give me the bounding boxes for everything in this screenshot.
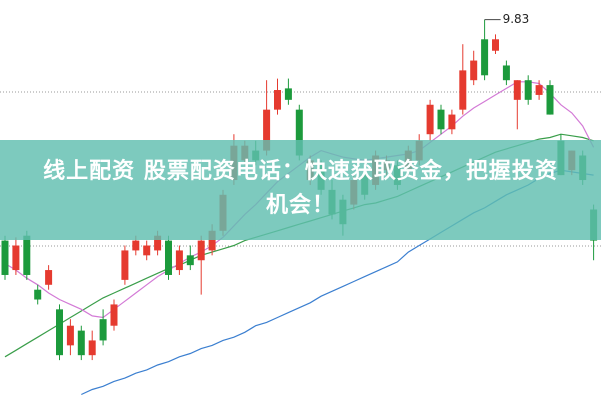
banner-line: 线上配资 股票配资电话：快速获取资金，把握投资 [43,159,558,184]
banner-line: 机会！ [265,193,335,218]
candle-body [284,88,292,100]
candle-body [66,325,74,346]
candle-body [56,309,63,356]
candle-body [481,39,489,76]
candle-body [448,114,456,130]
candle-body [99,319,107,341]
candle-body [197,240,205,261]
candle-body [165,240,172,275]
candle-body [143,245,151,256]
candle-body [121,250,129,280]
candle-body [502,65,510,81]
candle-body [45,270,53,285]
candle-body [175,250,183,271]
candle-body [295,109,303,156]
candle-body [459,70,467,110]
candle-body [110,304,118,326]
candle-body [34,289,42,300]
candle-body [492,39,499,51]
candle-body [437,109,445,130]
candle-body [274,90,281,110]
candle-body [88,340,96,356]
candle-body [23,235,31,275]
candle-body [132,240,140,251]
candle-body [208,230,216,251]
candle-body [524,80,532,100]
candle-body [513,80,521,100]
candle-body [77,330,85,356]
candle-body [546,85,554,115]
candle-body [535,85,543,95]
banner: 线上配资 股票配资电话：快速获取资金，把握投资 机会！ [0,140,601,240]
candle-body [186,255,194,266]
annotation: 9.83 [484,12,530,26]
candle-body [154,235,162,251]
candle-body [470,60,478,81]
annotation-text: 9.83 [503,12,530,26]
candle-body [12,245,20,271]
candle-body [263,109,271,151]
candle-body [426,104,434,135]
candle-body [1,240,9,275]
